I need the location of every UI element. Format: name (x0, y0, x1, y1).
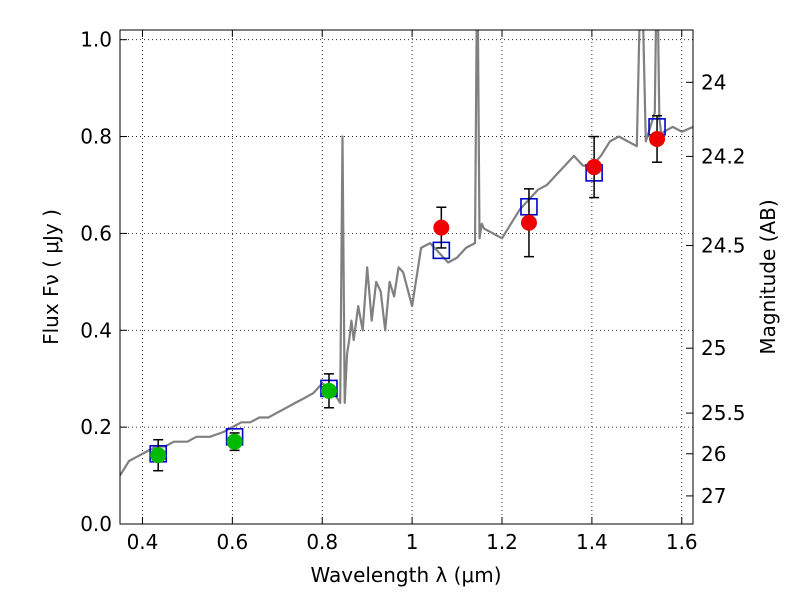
observed-point (433, 219, 450, 236)
observed-point (226, 433, 243, 450)
x-tick-label: 1 (406, 530, 419, 554)
right-tick-label: 26 (701, 442, 726, 466)
y-tick-label: 1.0 (80, 28, 112, 52)
x-tick-label: 0.8 (306, 530, 338, 554)
y-tick-label: 0.0 (80, 512, 112, 536)
x-tick-label: 1.6 (666, 530, 698, 554)
plot-background (120, 30, 693, 524)
right-tick-label: 27 (701, 484, 726, 508)
y-axis-label: Flux Fν ( μJy ) (39, 209, 63, 345)
x-tick-label: 0.4 (127, 530, 159, 554)
y-tick-label: 0.4 (80, 318, 112, 342)
model-spectrum-line (120, 30, 693, 477)
tick-layer: 0.4 0.6 0.8 1 1.2 1.4 1.6 0.0 0.2 0.4 0.6 0.8 1.0 24 2… (80, 28, 745, 554)
right-tick-label: 25 (701, 336, 726, 360)
right-tick-label: 24 (701, 70, 726, 94)
x-tick-label: 1.2 (486, 530, 518, 554)
y-right-axis-label: Magnitude (AB) (756, 199, 780, 354)
y-tick-label: 0.2 (80, 415, 112, 439)
observed-point (649, 130, 666, 147)
x-axis-label: Wavelength λ (μm) (310, 563, 501, 587)
right-tick-label: 24.2 (701, 144, 746, 168)
observed-point (150, 447, 167, 464)
observed-point (320, 382, 337, 399)
observed-point (520, 214, 537, 231)
spectrum-layer (120, 30, 693, 477)
plot-frame (119, 29, 694, 525)
x-tick-label: 1.4 (576, 530, 608, 554)
y-tick-label: 0.8 (80, 125, 112, 149)
marker-layer (149, 114, 666, 472)
observed-point (586, 159, 603, 176)
right-tick-label: 25.5 (701, 401, 746, 425)
right-tick-label: 24.5 (701, 234, 746, 258)
y-tick-label: 0.6 (80, 221, 112, 245)
x-tick-label: 0.6 (216, 530, 248, 554)
